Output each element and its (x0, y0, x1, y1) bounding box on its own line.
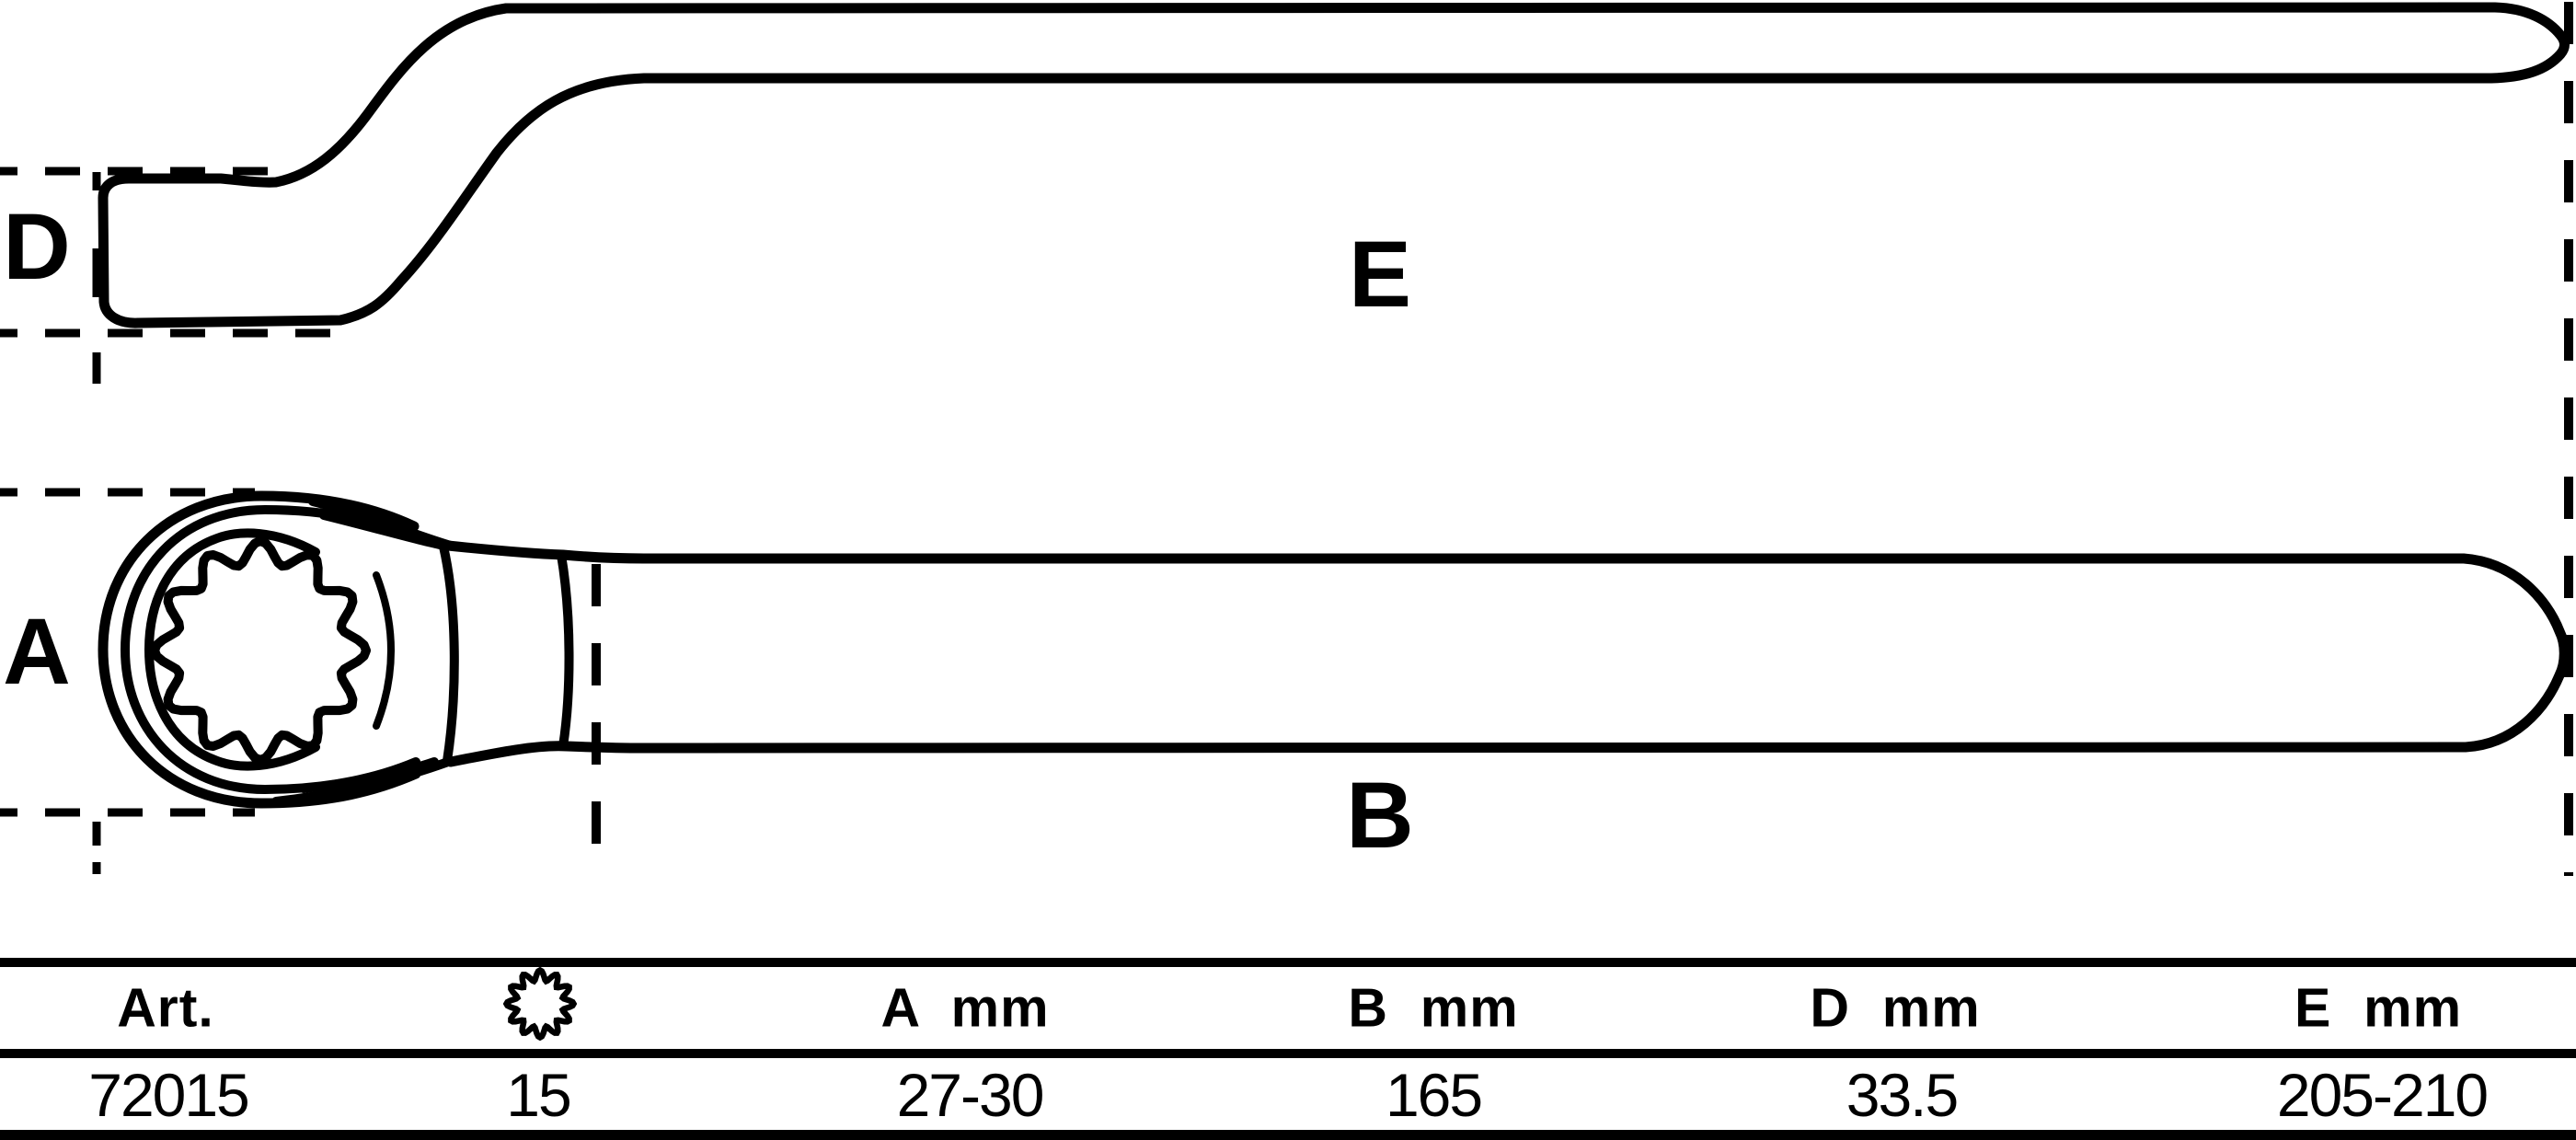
table-value-art: 72015 (88, 1061, 250, 1129)
label-dimension-e: E (1348, 222, 1412, 327)
table-header-a-mm: A mm (880, 977, 1050, 1039)
top-view-wrench-drawing (98, 490, 2570, 809)
handle-outline (443, 540, 2570, 767)
table-value-e: 205-210 (2276, 1061, 2489, 1129)
neck-collar-line-1 (439, 542, 459, 766)
ring-head-inner-rim-2 (144, 528, 320, 771)
dimension-dashed-lines (0, 2, 2573, 876)
table-value-d: 33.5 (1846, 1061, 1959, 1129)
ring-profile-icon (503, 967, 577, 1041)
ring-12point-opening (150, 536, 371, 765)
table-rule-top (0, 958, 2576, 967)
neck-lower-edge-inner (299, 757, 439, 793)
table-value-a: 27-30 (896, 1061, 1045, 1129)
table-header-b-mm: B mm (1348, 977, 1519, 1039)
table-header-d-mm: D mm (1810, 977, 1981, 1039)
label-dimension-b: B (1346, 763, 1414, 868)
ring-bore-highlight-arc (373, 571, 395, 730)
table-value-b: 165 (1385, 1061, 1483, 1129)
table-header-e-mm: E mm (2294, 977, 2463, 1039)
table-value-size: 15 (506, 1061, 571, 1129)
table-rule-bottom (0, 1130, 2576, 1140)
label-dimension-a: A (3, 599, 71, 704)
label-dimension-d: D (3, 194, 71, 299)
ring-head-inner-rim-1 (121, 505, 420, 794)
neck-upper-edge-inner (319, 511, 444, 549)
table-header-art: Art. (117, 977, 214, 1039)
table-rule-middle (0, 1049, 2576, 1058)
side-view-wrench-outline (98, 2, 2570, 328)
neck-collar-line-2 (557, 550, 574, 751)
